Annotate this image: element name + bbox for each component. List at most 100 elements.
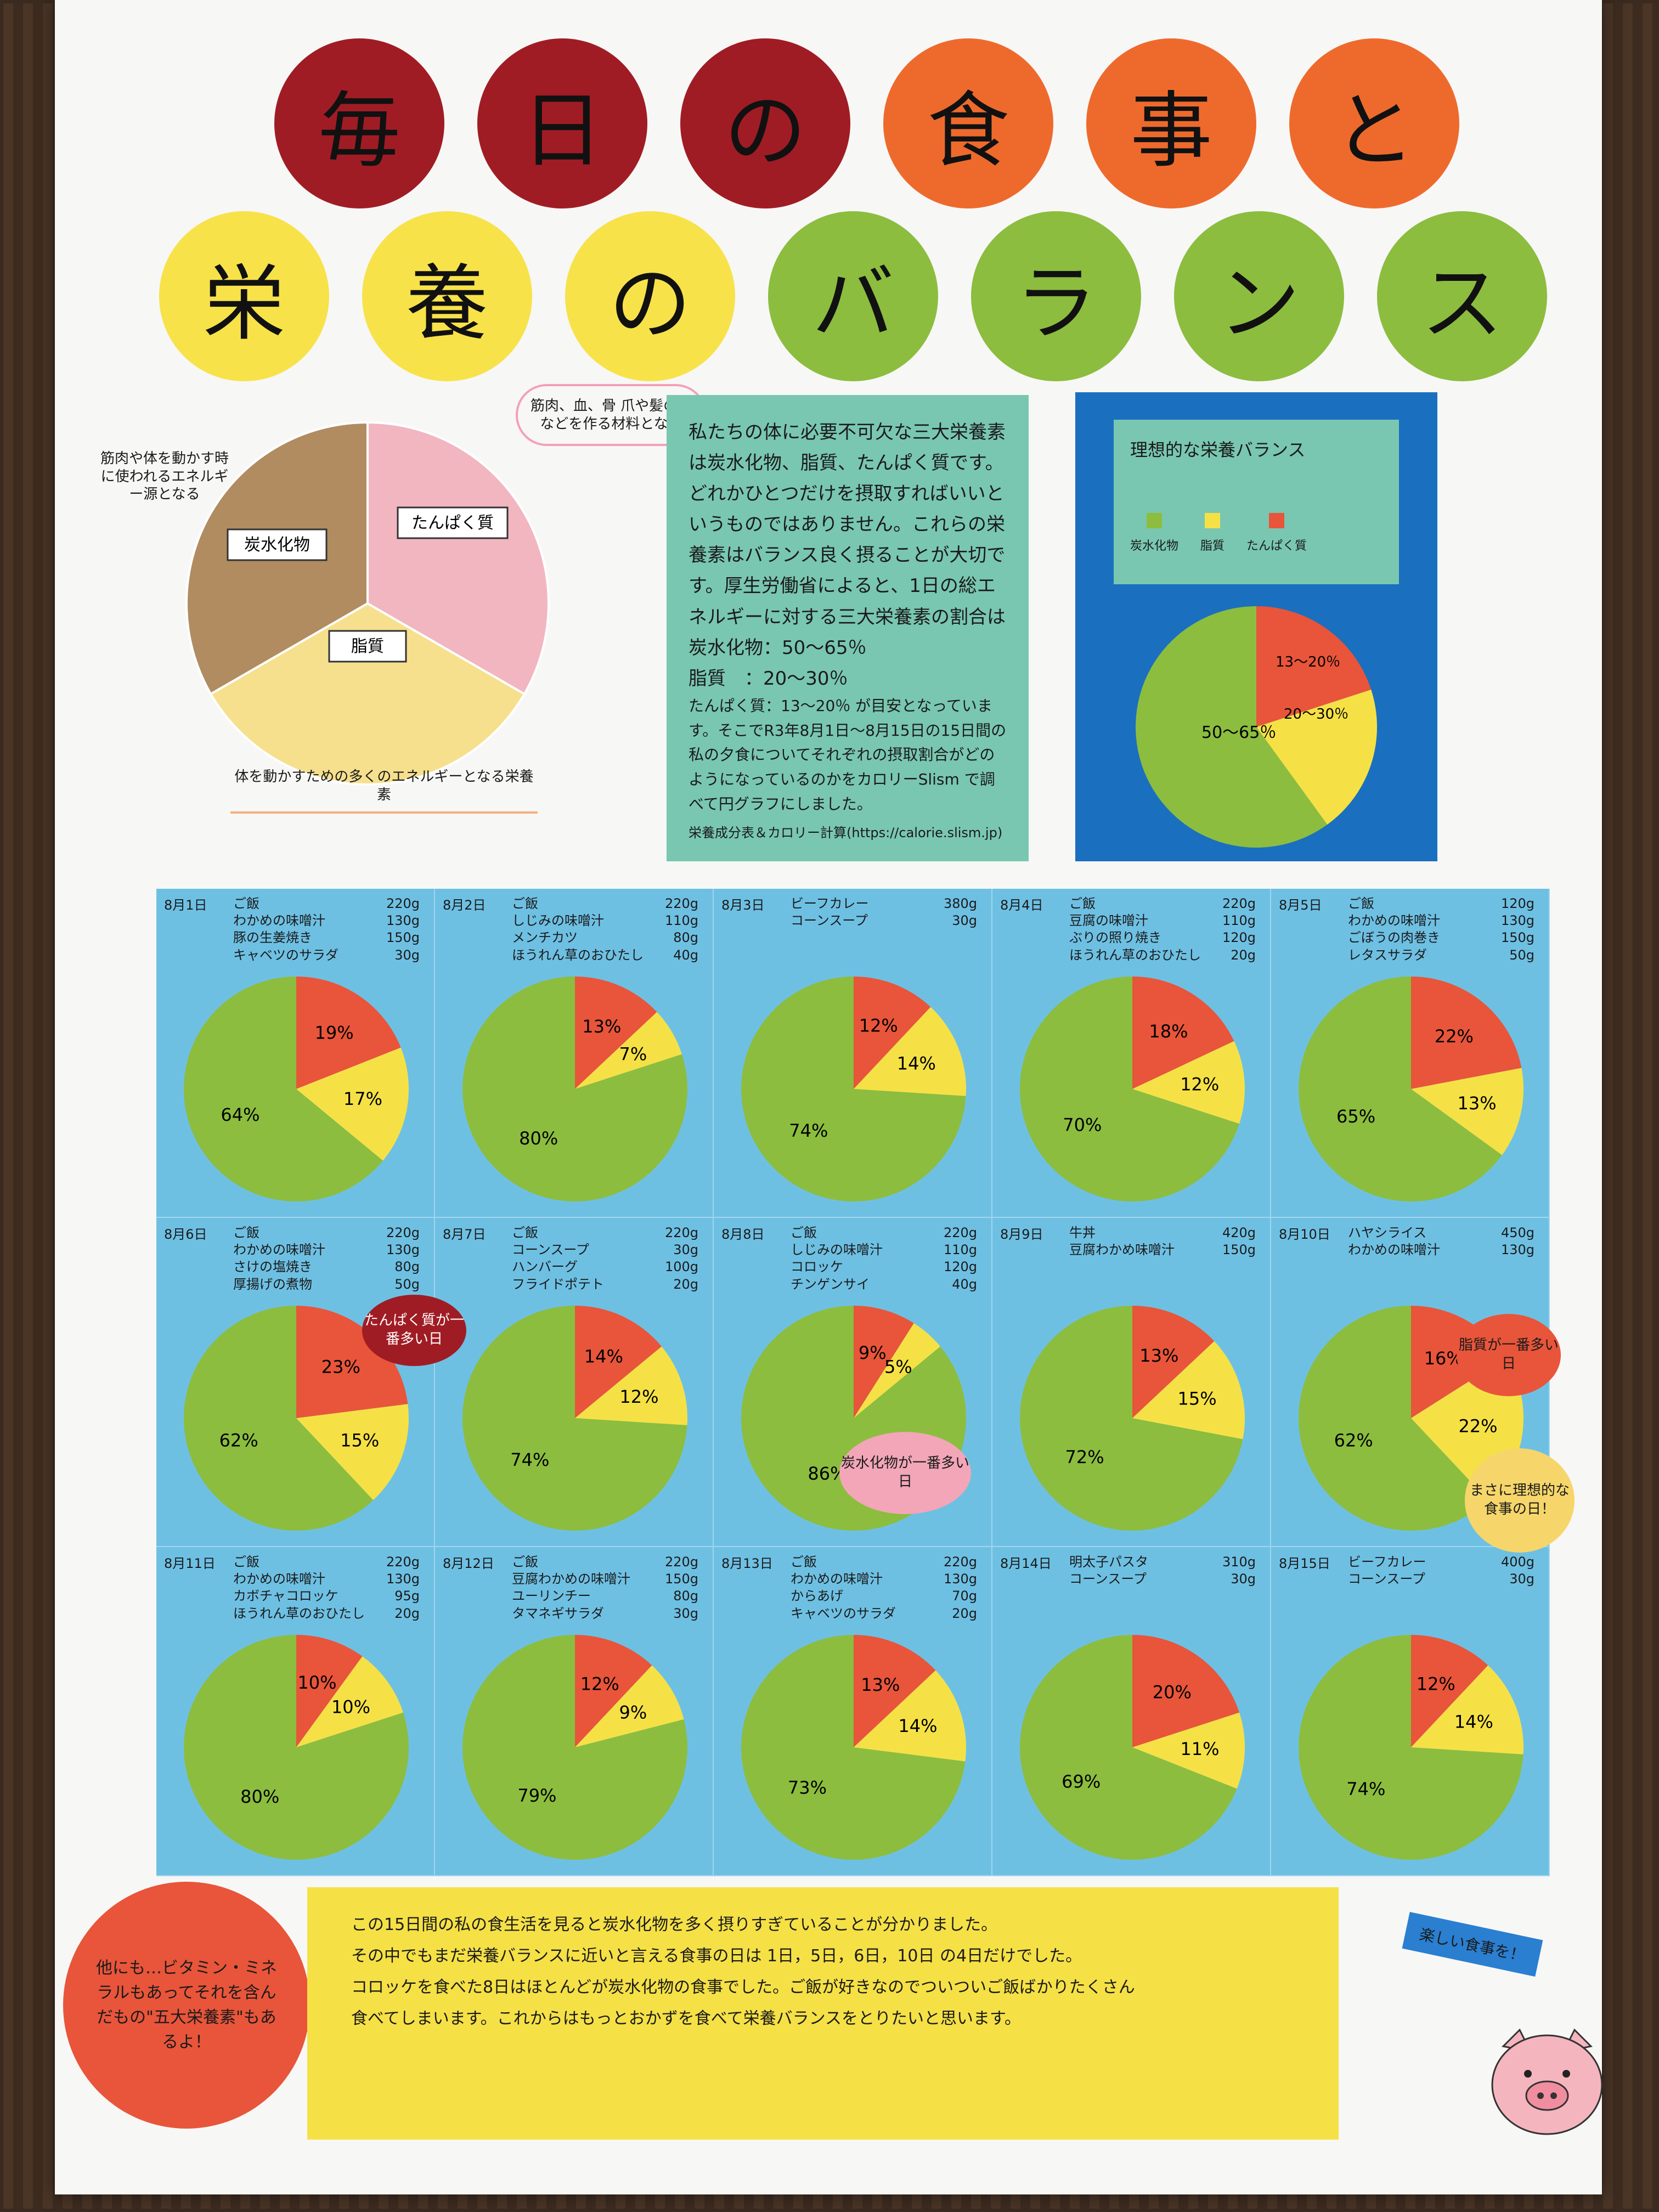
pie-label-fat: 9% xyxy=(619,1702,647,1723)
pie-label-protein: 18% xyxy=(1149,1021,1188,1042)
pie-slice-carb xyxy=(184,1635,409,1860)
menu-item-name: ご飯 xyxy=(512,1225,538,1240)
day-date: 8月10日 xyxy=(1279,1227,1330,1242)
menu-item: 明太子パスタ 310g xyxy=(1069,1554,1256,1571)
menu-item-amount: 110g xyxy=(664,913,698,929)
legend-swatch xyxy=(1205,513,1221,528)
pie-slice-protein xyxy=(854,1306,914,1418)
pie-label-fat: 14% xyxy=(897,1053,936,1074)
menu-item: コーンスープ 30g xyxy=(1348,1571,1534,1588)
legend-label: たんぱく質 xyxy=(1246,539,1307,553)
pie-label-protein: 13% xyxy=(861,1674,900,1695)
pie-label-carb: 64% xyxy=(221,1104,259,1125)
menu-item-name: ハンバーグ xyxy=(512,1259,578,1275)
menu-item-name: レタスサラダ xyxy=(1348,947,1427,963)
menu-item: ほうれん草のおひたし 20g xyxy=(233,1605,420,1622)
ideal-title: 理想的な栄養バランス xyxy=(1130,439,1306,460)
pie-slice-carb xyxy=(462,1635,687,1860)
pie-slice-fat xyxy=(296,1656,403,1747)
day-date: 8月11日 xyxy=(164,1556,216,1571)
menu-item-amount: 20g xyxy=(1231,947,1256,963)
pie-label-fat: 12% xyxy=(619,1386,658,1407)
explanation-panel: 私たちの体に必要不可欠な三大栄養素は炭水化物、脂質、たんぱく質です。どれかひとつ… xyxy=(667,395,1029,861)
pie-slice-carb xyxy=(741,977,966,1201)
pie-label-carb: 79% xyxy=(517,1785,556,1806)
menu-item-amount: 130g xyxy=(386,1571,420,1587)
day-date: 8月4日 xyxy=(1000,898,1043,913)
menu-item-amount: 120g xyxy=(1500,896,1534,911)
pie-slice-carb xyxy=(184,1306,374,1531)
pie-label-protein: 14% xyxy=(584,1346,623,1367)
day-cell: 8月11日 ご飯 220g わかめの味噌汁 130g カボチャコロッケ 95g ほうれん草のお… xyxy=(156,1547,435,1876)
pie-label-carb: 70% xyxy=(1063,1114,1102,1135)
explanation-text-1: 私たちの体に必要不可欠な三大栄養素は炭水化物、脂質、たんぱく質です。どれかひとつ… xyxy=(689,421,1006,628)
day-pie-chart: 10% 10% 80% xyxy=(184,1635,409,1860)
legend-label: 炭水化物 xyxy=(1130,539,1179,553)
menu-item-amount: 30g xyxy=(952,913,977,929)
day-pie-chart: 18% 12% 70% xyxy=(1020,977,1245,1201)
pie-slice-fat xyxy=(575,1665,684,1747)
pie-slice-fat xyxy=(1411,1665,1523,1754)
day-cell: 8月1日 ご飯 220g わかめの味噌汁 130g 豚の生姜焼き 150g キャベツのサラダ 3… xyxy=(156,889,435,1218)
menu-item-amount: 220g xyxy=(386,1225,420,1240)
day-date: 8月8日 xyxy=(721,1227,765,1242)
menu-item: ビーフカレー 380g xyxy=(791,895,977,912)
pie-label-carb: 74% xyxy=(789,1120,828,1141)
menu-item: からあげ 70g xyxy=(791,1588,977,1605)
menu-item-amount: 80g xyxy=(673,1588,698,1604)
menu-item-name: ほうれん草のおひたし xyxy=(233,1605,365,1621)
menu-item: しじみの味噌汁 110g xyxy=(791,1242,977,1259)
menu-item-name: さけの塩焼き xyxy=(233,1259,312,1275)
day-date: 8月7日 xyxy=(443,1227,486,1242)
pie-label-fat: 5% xyxy=(884,1357,912,1378)
menu-item-amount: 220g xyxy=(943,1554,977,1570)
note-protein: 筋肉、血、骨 爪や髪のもなどを作る材料となる xyxy=(516,384,707,446)
pie-slice-protein xyxy=(296,1306,408,1418)
menu-item-amount: 80g xyxy=(673,930,698,946)
menu-item-name: ビーフカレー xyxy=(1348,1554,1426,1570)
day-menu: ご飯 220g わかめの味噌汁 130g さけの塩焼き 80g 厚揚げの煮物 50g xyxy=(233,1224,420,1293)
menu-item: キャベツのサラダ 20g xyxy=(791,1605,977,1622)
menu-item-name: カボチャコロッケ xyxy=(233,1588,338,1604)
menu-item-name: わかめの味噌汁 xyxy=(233,1571,325,1587)
pie-slice-fat xyxy=(854,1670,966,1762)
pie-label-protein: 12% xyxy=(859,1015,898,1036)
menu-item-name: ご飯 xyxy=(233,1554,259,1570)
day-menu: 明太子パスタ 310g コーンスープ 30g xyxy=(1069,1554,1256,1588)
ideal-pie-protein xyxy=(1256,606,1372,727)
menu-item-amount: 30g xyxy=(673,1242,698,1258)
menu-item: ごぼうの肉巻き 150g xyxy=(1348,929,1534,946)
day-menu: ビーフカレー 380g コーンスープ 30g xyxy=(791,895,977,929)
menu-item-name: ご飯 xyxy=(1069,896,1096,911)
menu-item-amount: 220g xyxy=(386,896,420,911)
explanation-text-2: たんぱく質：13～20％ が目安となっています。そこでR3年8月1日～8月15日… xyxy=(689,696,1007,814)
title-char: ン xyxy=(1174,211,1344,381)
menu-item: フライドポテト 20g xyxy=(512,1276,698,1293)
menu-item: ご飯 120g xyxy=(1348,895,1534,912)
menu-item-amount: 380g xyxy=(943,896,977,911)
menu-item: ビーフカレー 400g xyxy=(1348,1554,1534,1571)
pie-label-carb: 74% xyxy=(510,1449,549,1470)
day-date: 8月3日 xyxy=(721,898,765,913)
day-cell: 8月14日 明太子パスタ 310g コーンスープ 30g 20% 11% 69% xyxy=(992,1547,1271,1876)
pie-label-fat: 15% xyxy=(340,1430,379,1451)
pie-label-fat: 12% xyxy=(1180,1074,1219,1094)
pig-icon xyxy=(1491,2028,1603,2135)
menu-item-name: ユーリンチー xyxy=(512,1588,591,1604)
day-menu: ご飯 220g わかめの味噌汁 130g カボチャコロッケ 95g ほうれん草のおひたし 20… xyxy=(233,1554,420,1622)
menu-item-amount: 120g xyxy=(943,1259,977,1275)
poster: 毎日の食事と 栄養のバランス 炭水化物 たんぱく質 脂質 筋肉や体を動かす時に使… xyxy=(55,0,1603,2194)
day-pie-chart: 12%9% 79% xyxy=(462,1635,687,1860)
menu-item-name: キャベツのサラダ xyxy=(233,947,338,963)
menu-item-amount: 150g xyxy=(386,930,420,946)
menu-item-name: ごぼうの肉巻き xyxy=(1348,930,1440,946)
menu-item-name: チンゲンサイ xyxy=(791,1276,870,1292)
menu-item-name: メンチカツ xyxy=(512,930,578,946)
menu-item: コーンスープ 30g xyxy=(791,912,977,929)
pie-label-protein: 10% xyxy=(297,1672,336,1693)
day-pie-chart: 14% 12% 74% xyxy=(462,1306,687,1531)
day-pie-chart: 12% 14% 74% xyxy=(1299,1635,1523,1860)
day-cell: 8月10日 ハヤシライス 450g わかめの味噌汁 130g 16% 22% 62% xyxy=(1271,1218,1550,1547)
menu-item-name: ハヤシライス xyxy=(1348,1225,1427,1240)
pie-label-carb: 62% xyxy=(219,1430,258,1451)
